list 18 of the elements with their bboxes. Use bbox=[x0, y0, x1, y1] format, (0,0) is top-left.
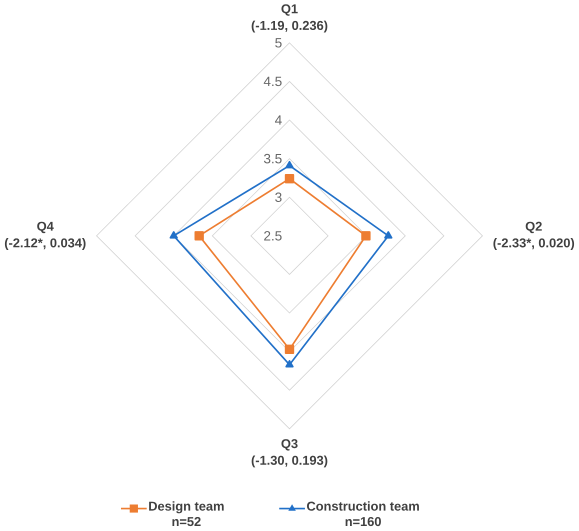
text: n=160 bbox=[346, 517, 381, 526]
text: (-1.30, 0.193) bbox=[252, 456, 328, 468]
spoke-label: Q2 bbox=[526, 222, 542, 234]
spoke-label: Q3 bbox=[281, 439, 298, 451]
y-tick-label: 4 bbox=[274, 116, 282, 125]
text: (-1.19, 0.236) bbox=[252, 20, 328, 33]
y-tick-label: 3.5 bbox=[264, 154, 282, 164]
spoke-label: Q4 bbox=[37, 222, 54, 234]
legend-label: Construction team bbox=[307, 502, 419, 511]
legend-label: Design team bbox=[149, 502, 224, 514]
y-tick-label: 2.5 bbox=[264, 231, 282, 241]
text: (-2.33*, 0.020) bbox=[493, 238, 574, 250]
y-tick-label: 3 bbox=[275, 192, 282, 202]
text: (-2.12*, 0.034) bbox=[4, 238, 86, 250]
y-tick-label: 4.5 bbox=[264, 76, 282, 86]
text: n=52 bbox=[172, 517, 201, 526]
y-tick-label: 5 bbox=[275, 38, 282, 48]
spoke-label: Q1 bbox=[281, 4, 298, 16]
